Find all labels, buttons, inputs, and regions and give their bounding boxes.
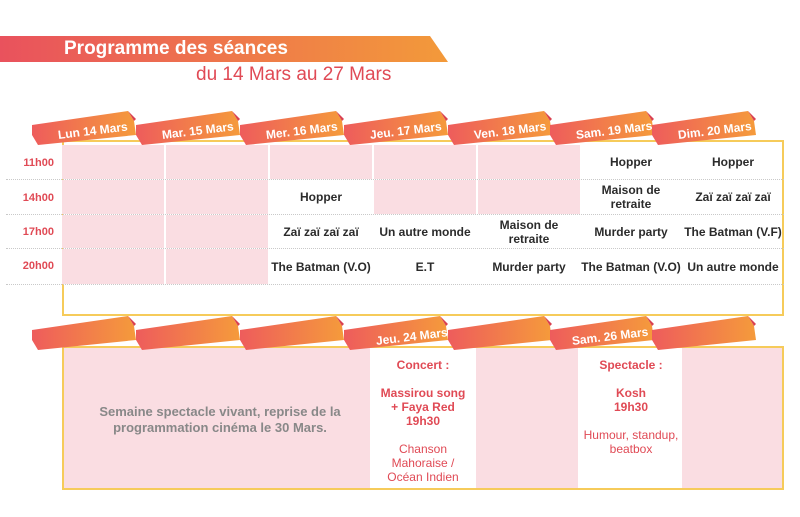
spectacle-description: Humour, standup, beatbox: [583, 428, 679, 456]
ribbon-fold: [232, 316, 240, 326]
page-subtitle: du 14 Mars au 27 Mars: [196, 64, 392, 85]
title-banner: [0, 36, 448, 62]
empty-cell: [476, 348, 578, 488]
day-ribbon: [652, 316, 756, 350]
screening-cell: Murder party: [594, 224, 668, 239]
ribbon-fold: [128, 111, 136, 121]
concert-event: Concert : Massirou song + Faya Red 19h30…: [372, 358, 474, 484]
screening-cell: Murder party: [492, 259, 566, 274]
screening-cell: Maison de retraite: [499, 217, 559, 246]
day-ribbon: [652, 111, 756, 145]
empty-cell: [62, 180, 164, 214]
day-ribbon: [448, 111, 552, 145]
ribbon-fold: [440, 111, 448, 121]
page-title: Programme des séances: [64, 38, 288, 59]
spectacle-event: Spectacle : Kosh 19h30 Humour, standup, …: [580, 358, 682, 456]
time-label-17h00: 17h00: [22, 226, 54, 238]
empty-cell: [166, 215, 268, 248]
time-label-11h00: 11h00: [23, 157, 54, 169]
concert-heading: Concert :: [396, 358, 450, 372]
empty-cell: [478, 180, 580, 214]
day-ribbon: [136, 111, 240, 145]
ribbon-fold: [128, 316, 136, 326]
ribbon-fold: [544, 111, 552, 121]
day-ribbon: [240, 111, 344, 145]
screening-cell: Hopper: [712, 155, 754, 169]
screening-cell: E.T: [415, 259, 435, 274]
empty-cell: [166, 180, 268, 214]
day-ribbon: [32, 316, 136, 350]
empty-cell: [62, 145, 164, 179]
spectacle-heading: Spectacle :: [599, 358, 663, 372]
screening-cell: Hopper: [610, 155, 652, 169]
empty-cell: [478, 145, 580, 179]
row-divider: [6, 284, 784, 285]
screening-cell: Hopper: [300, 190, 342, 204]
day-ribbon: [344, 316, 448, 350]
screening-cell: The Batman (V.O): [271, 259, 371, 274]
week2-note: Semaine spectacle vivant, reprise de la …: [99, 404, 341, 435]
ribbon-fold: [544, 316, 552, 326]
screening-cell: Zaï zaï zaï zaï: [283, 224, 359, 239]
empty-cell: [682, 348, 782, 488]
screening-cell: The Batman (V.F): [684, 224, 782, 239]
empty-cell: [62, 249, 164, 284]
ribbon-fold: [336, 316, 344, 326]
empty-cell: [374, 180, 476, 214]
row-divider: [6, 179, 784, 180]
screening-cell: Maison de retraite: [601, 183, 661, 211]
concert-time: 19h30: [405, 414, 441, 428]
screening-cell: Un autre monde: [379, 224, 471, 239]
empty-cell: [270, 145, 372, 179]
row-divider: [6, 214, 784, 215]
ribbon-fold: [440, 316, 448, 326]
screening-cell: Zaï zaï zaï zaï: [695, 190, 771, 204]
ribbon-fold: [336, 111, 344, 121]
day-ribbon: [550, 111, 654, 145]
screening-cell: The Batman (V.O): [581, 259, 681, 274]
time-label-20h00: 20h00: [22, 260, 54, 272]
ribbon-fold: [646, 316, 654, 326]
day-ribbon: [32, 111, 136, 145]
day-ribbon: [448, 316, 552, 350]
empty-cell: [166, 145, 268, 179]
screening-cell: Un autre monde: [687, 259, 779, 274]
day-ribbon: [136, 316, 240, 350]
empty-cell: [62, 215, 164, 248]
time-label-14h00: 14h00: [22, 192, 54, 204]
ribbon-fold: [748, 316, 756, 326]
spectacle-time: 19h30: [613, 400, 649, 414]
empty-cell: [374, 145, 476, 179]
empty-cell: [64, 348, 370, 488]
day-ribbon: [240, 316, 344, 350]
spectacle-artist: Kosh: [616, 386, 646, 400]
row-divider: [6, 248, 784, 249]
empty-cell: [166, 249, 268, 284]
concert-artist: Massirou song + Faya Red: [380, 386, 466, 414]
ribbon-fold: [748, 111, 756, 121]
day-ribbon: [550, 316, 654, 350]
ribbon-fold: [646, 111, 654, 121]
concert-description: Chanson Mahoraise / Océan Indien: [387, 442, 459, 484]
day-ribbon: [344, 111, 448, 145]
ribbon-fold: [232, 111, 240, 121]
